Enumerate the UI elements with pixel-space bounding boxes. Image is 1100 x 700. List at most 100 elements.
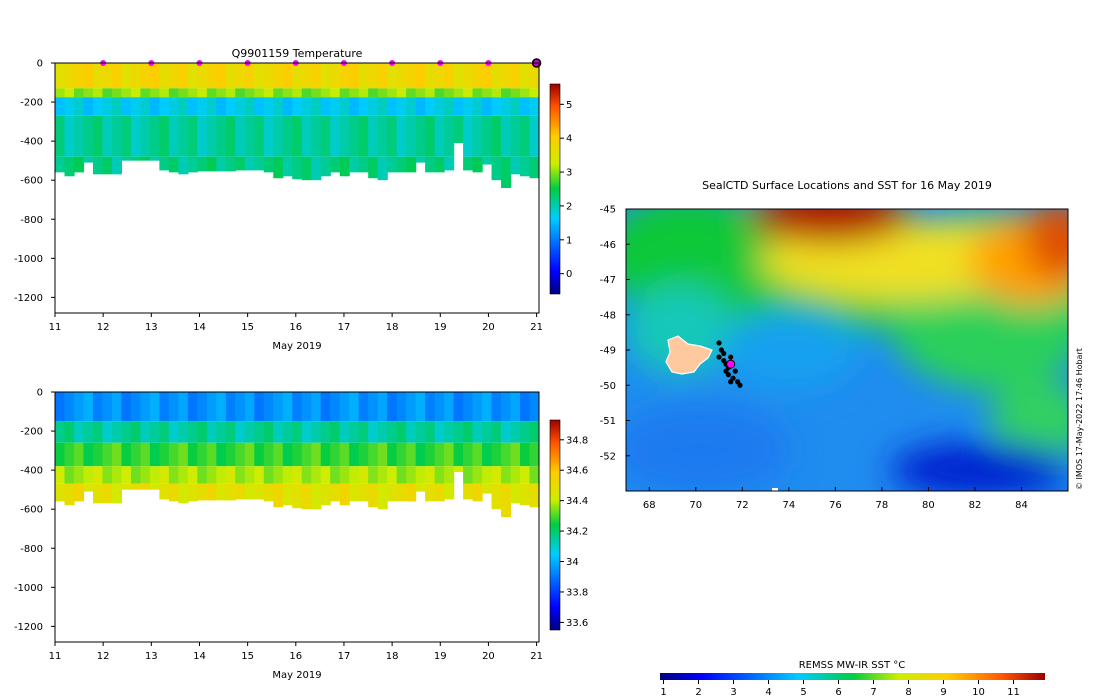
track-point bbox=[737, 382, 743, 388]
cell bbox=[149, 115, 160, 157]
cell bbox=[434, 88, 445, 98]
cell bbox=[434, 421, 445, 443]
cell bbox=[263, 115, 274, 157]
cell bbox=[292, 421, 303, 443]
cell bbox=[92, 156, 104, 175]
cell bbox=[149, 63, 160, 89]
cell bbox=[244, 466, 255, 484]
cell bbox=[529, 156, 539, 179]
cell bbox=[482, 392, 493, 422]
cell bbox=[149, 421, 160, 443]
cell bbox=[349, 63, 360, 89]
cell bbox=[64, 88, 75, 98]
cell bbox=[415, 97, 426, 116]
cell bbox=[121, 88, 132, 98]
cell bbox=[225, 97, 236, 116]
colorbar-tick-label: 34 bbox=[566, 557, 579, 568]
seal-track bbox=[716, 340, 743, 388]
cell bbox=[73, 483, 85, 502]
salinity-x-axis: 11 12 13 14 15 16 17 18 19 20 21 bbox=[49, 642, 543, 662]
track-point bbox=[732, 368, 738, 374]
cell bbox=[206, 483, 217, 501]
cell bbox=[349, 466, 360, 484]
cell bbox=[140, 115, 151, 157]
cell bbox=[159, 392, 170, 422]
colorbar-tick-label: 33.8 bbox=[566, 587, 588, 598]
cell bbox=[320, 156, 331, 177]
cell bbox=[415, 88, 426, 98]
cell bbox=[64, 97, 75, 116]
cell bbox=[73, 63, 85, 89]
cell bbox=[83, 63, 94, 89]
cell bbox=[330, 115, 341, 157]
cell bbox=[168, 466, 179, 484]
cell bbox=[482, 156, 493, 165]
x-tick-label: 20 bbox=[482, 651, 495, 662]
sst-field bbox=[626, 209, 1068, 491]
cell bbox=[349, 88, 360, 98]
cell bbox=[140, 442, 151, 467]
cell bbox=[197, 442, 208, 467]
cell bbox=[149, 442, 160, 467]
lon-tick-label: 72 bbox=[736, 500, 749, 511]
cell bbox=[358, 421, 369, 443]
x-tick-label: 19 bbox=[434, 651, 447, 662]
cell bbox=[111, 88, 123, 98]
lon-tick-label: 78 bbox=[876, 500, 889, 511]
cell bbox=[168, 63, 179, 89]
cell bbox=[159, 115, 170, 157]
cell bbox=[368, 442, 379, 467]
cell bbox=[282, 483, 293, 506]
cell bbox=[349, 483, 360, 502]
x-tick-label: 18 bbox=[386, 322, 399, 333]
cell bbox=[140, 63, 151, 89]
temperature-plot-frame bbox=[54, 62, 540, 314]
cell bbox=[273, 421, 284, 443]
cell bbox=[396, 442, 407, 467]
cell bbox=[491, 88, 502, 98]
cell bbox=[130, 466, 142, 484]
cell bbox=[273, 156, 284, 179]
cell bbox=[168, 115, 179, 157]
cell bbox=[130, 421, 142, 443]
x-tick-label: 11 bbox=[49, 651, 62, 662]
cell bbox=[197, 466, 208, 484]
cell bbox=[273, 115, 284, 157]
cell bbox=[520, 63, 531, 89]
cell bbox=[396, 97, 407, 116]
cell bbox=[472, 392, 483, 422]
cell bbox=[55, 156, 66, 173]
cell bbox=[529, 483, 539, 508]
cell bbox=[434, 442, 445, 467]
cell bbox=[377, 442, 388, 467]
cell bbox=[406, 442, 417, 467]
cell bbox=[64, 392, 75, 422]
cell bbox=[358, 115, 369, 157]
cell bbox=[149, 466, 160, 484]
cell bbox=[254, 97, 265, 116]
cell bbox=[111, 115, 123, 157]
cell bbox=[92, 392, 104, 422]
cell bbox=[368, 483, 379, 508]
cell bbox=[501, 442, 512, 467]
cell bbox=[292, 483, 303, 509]
cell bbox=[197, 392, 208, 422]
cell bbox=[482, 466, 493, 484]
cell bbox=[206, 156, 217, 172]
cell bbox=[244, 115, 255, 157]
cell bbox=[130, 97, 142, 116]
cell bbox=[254, 156, 265, 171]
cell bbox=[273, 97, 284, 116]
cell bbox=[510, 115, 521, 157]
x-tick-label: 15 bbox=[241, 322, 254, 333]
cell bbox=[396, 483, 407, 502]
cell bbox=[83, 156, 94, 163]
cell bbox=[225, 88, 236, 98]
cell bbox=[358, 466, 369, 484]
cell bbox=[273, 392, 284, 422]
cell bbox=[444, 115, 455, 157]
cell bbox=[216, 63, 227, 89]
y-tick-label: 0 bbox=[37, 388, 43, 399]
cell bbox=[282, 421, 293, 443]
cell bbox=[102, 421, 113, 443]
